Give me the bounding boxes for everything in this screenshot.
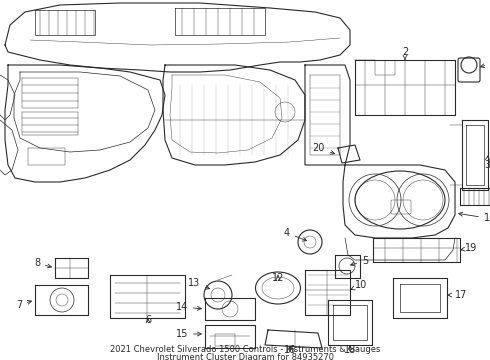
Text: 7: 7 (16, 300, 31, 310)
Text: 1: 1 (459, 212, 490, 223)
Text: 10: 10 (351, 280, 367, 290)
Text: 4: 4 (284, 228, 307, 241)
Text: 16: 16 (284, 345, 296, 355)
Text: 2021 Chevrolet Silverado 1500 Controls - Instruments & Gauges: 2021 Chevrolet Silverado 1500 Controls -… (110, 345, 380, 354)
Text: 2: 2 (402, 47, 408, 60)
Text: Instrument Cluster Diagram for 84935270: Instrument Cluster Diagram for 84935270 (156, 354, 334, 360)
Text: 5: 5 (350, 256, 368, 266)
Text: 20: 20 (313, 143, 335, 154)
Text: 15: 15 (175, 329, 201, 339)
Text: 14: 14 (176, 302, 201, 312)
Text: 12: 12 (272, 273, 284, 283)
Text: 19: 19 (461, 243, 477, 253)
Text: 11: 11 (481, 57, 490, 68)
Text: 17: 17 (448, 290, 467, 300)
Text: 6: 6 (145, 315, 151, 325)
Text: 3: 3 (484, 156, 490, 170)
Text: 13: 13 (188, 278, 210, 289)
Text: 8: 8 (34, 258, 51, 268)
Bar (215, 334, 235, 346)
Text: 18: 18 (344, 345, 356, 355)
